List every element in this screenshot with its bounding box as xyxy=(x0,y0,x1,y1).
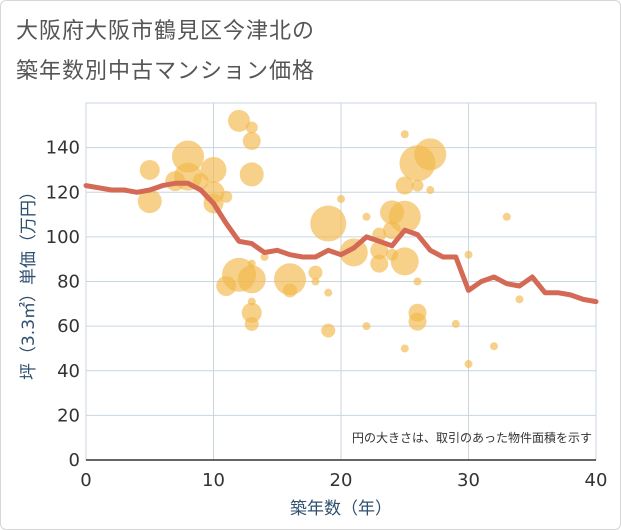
data-bubble xyxy=(400,344,409,353)
data-bubble xyxy=(245,121,258,134)
grid-lines xyxy=(85,102,597,461)
x-tick-label: 30 xyxy=(457,470,480,491)
bubble-series xyxy=(137,109,524,369)
y-tick-label: 140 xyxy=(46,138,80,159)
data-bubble xyxy=(172,140,204,173)
chart-title-line1: 大阪府大阪市鶴見区今津北の xyxy=(16,19,316,44)
data-bubble xyxy=(370,241,389,260)
data-bubble xyxy=(241,302,262,323)
data-bubble xyxy=(244,316,259,331)
data-bubble xyxy=(324,288,333,297)
data-bubble xyxy=(400,130,409,139)
trend-line xyxy=(83,180,599,305)
data-bubble xyxy=(388,200,421,233)
data-bubble xyxy=(395,176,414,195)
data-bubble xyxy=(139,159,160,180)
data-bubble xyxy=(310,205,347,242)
axes: 0 20 40 60 80 100 120 140 0 10 20 30 40 xyxy=(46,138,608,491)
y-tick-label: 100 xyxy=(46,227,80,248)
data-bubble xyxy=(414,138,447,171)
trend-line-group xyxy=(83,180,599,305)
data-bubble xyxy=(274,263,306,296)
data-bubble xyxy=(260,252,269,261)
data-bubble xyxy=(464,250,473,259)
y-tick-label: 120 xyxy=(46,182,80,203)
data-bubble xyxy=(339,238,368,267)
data-bubble xyxy=(239,162,264,187)
data-bubble xyxy=(408,312,427,331)
data-bubble xyxy=(337,194,345,203)
y-tick-label: 20 xyxy=(57,405,80,426)
data-bubble xyxy=(515,295,524,304)
y-tick-label: 0 xyxy=(69,450,80,471)
chart-title-line2: 築年数別中古マンション価格 xyxy=(16,59,316,84)
y-axis-label: 坪（3.3㎡）単価（万円） xyxy=(19,183,39,380)
data-bubble xyxy=(370,254,389,273)
y-tick-label: 60 xyxy=(57,316,80,337)
data-bubble xyxy=(413,277,422,286)
data-bubble xyxy=(228,109,250,132)
data-bubble xyxy=(490,342,498,351)
data-bubble xyxy=(200,156,227,183)
data-bubble xyxy=(411,179,424,192)
x-tick-label: 20 xyxy=(330,470,353,491)
data-bubble xyxy=(502,212,511,221)
x-tick-label: 10 xyxy=(202,470,225,491)
data-bubble xyxy=(220,190,233,203)
data-bubble xyxy=(308,265,323,280)
data-bubble xyxy=(311,277,320,286)
data-bubble xyxy=(137,189,162,214)
data-bubble xyxy=(283,283,297,298)
size-annotation: 円の大きさは、取引のあった物件面積を示す xyxy=(352,430,592,445)
y-tick-label: 40 xyxy=(57,361,80,382)
x-tick-label: 0 xyxy=(80,470,91,491)
data-bubble xyxy=(321,323,336,338)
data-bubble xyxy=(362,322,371,331)
x-tick-label: 40 xyxy=(585,470,608,491)
data-bubble xyxy=(426,186,435,195)
data-bubble xyxy=(451,319,460,328)
data-bubble xyxy=(237,265,266,294)
data-bubble xyxy=(362,212,371,221)
x-axis-label: 築年数（年） xyxy=(290,499,392,519)
data-bubble xyxy=(390,247,419,276)
data-bubble xyxy=(464,360,473,369)
y-tick-label: 80 xyxy=(57,272,80,293)
data-bubble xyxy=(242,131,261,150)
